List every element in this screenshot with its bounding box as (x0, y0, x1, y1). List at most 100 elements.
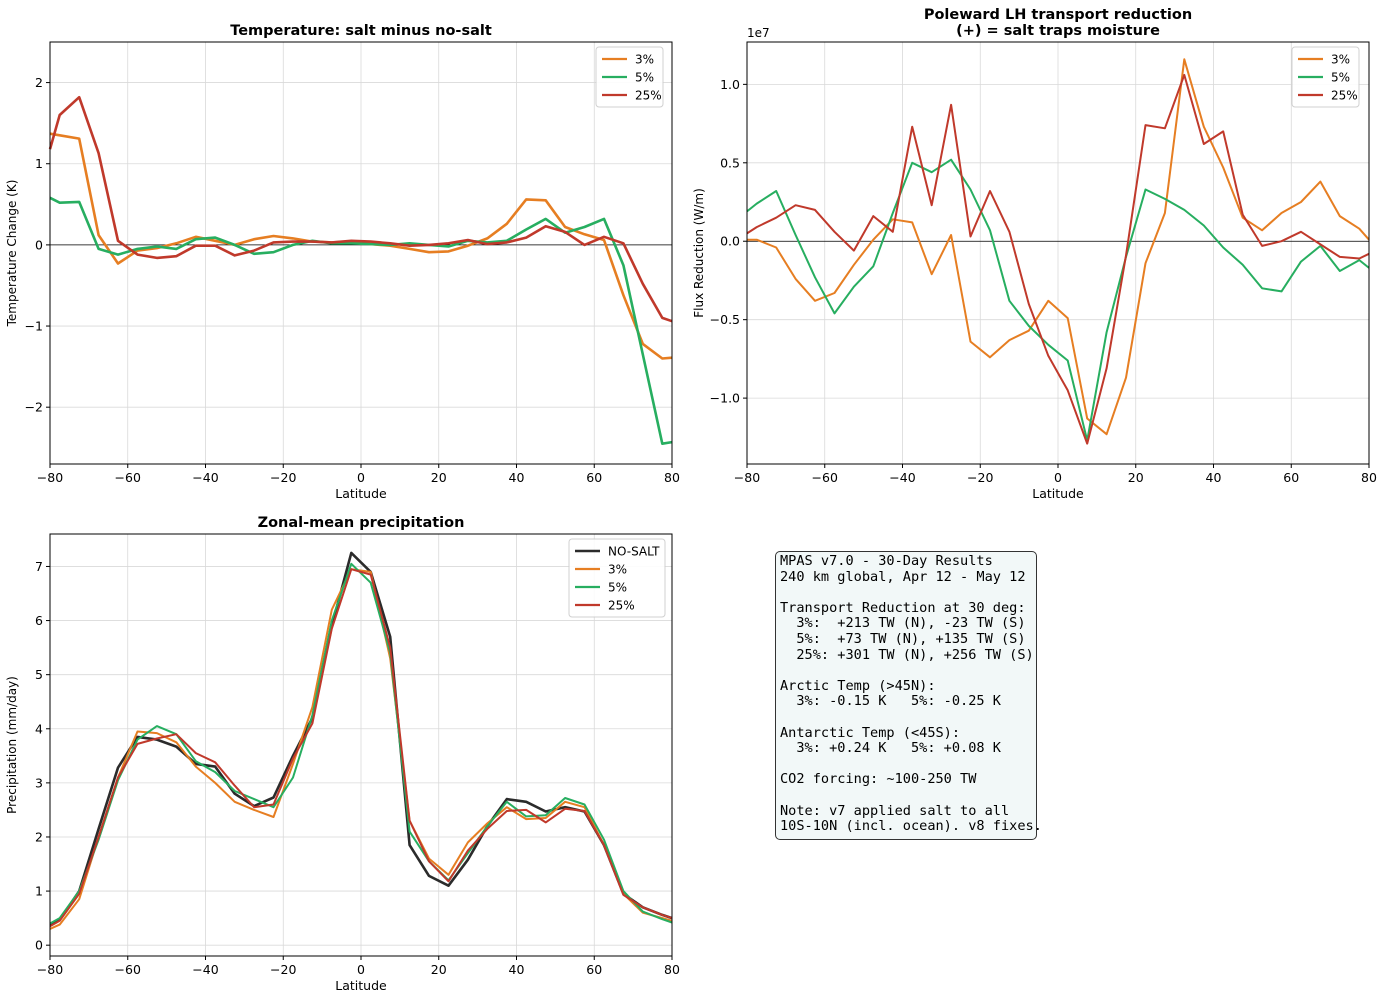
x-axis-label: Latitude (1032, 486, 1084, 501)
x-tick-label: 0 (1054, 470, 1062, 485)
x-tick-label: 0 (357, 962, 365, 977)
series-line-25pct (48, 95, 673, 323)
x-tick-label: −20 (270, 470, 296, 485)
x-tick-label: 60 (586, 962, 602, 977)
x-tick-label: 80 (664, 470, 680, 485)
legend-label: 3% (608, 563, 627, 577)
info-box: MPAS v7.0 - 30-Day Results 240 km global,… (775, 551, 1042, 840)
y-tick-label: 0 (35, 237, 43, 252)
x-tick-label: 40 (1206, 470, 1222, 485)
info-line: CO2 forcing: ~100-250 TW (780, 771, 977, 788)
x-tick-label: 60 (586, 470, 602, 485)
y-axis-label: Flux Reduction (W/m) (692, 188, 706, 318)
x-tick-label: −80 (734, 470, 760, 485)
info-line: Arctic Temp (>45N): (780, 677, 936, 694)
series-line-25pct (49, 568, 673, 928)
x-tick-label: 40 (509, 962, 525, 977)
info-line (780, 663, 1036, 679)
info-line (780, 757, 1036, 773)
legend-box (568, 538, 666, 618)
chart-title: Temperature: salt minus no-salt (230, 23, 492, 39)
legend-label: 25% (1331, 89, 1358, 103)
y-tick-label: −0.5 (710, 312, 740, 327)
info-line: Note: v7 applied salt to all (780, 802, 1010, 819)
x-tick-label: −60 (115, 470, 141, 485)
info-line: 3%: -0.15 K 5%: -0.25 K (780, 693, 1001, 710)
y-tick-label: 0.5 (720, 155, 740, 170)
x-tick-label: 20 (431, 962, 447, 977)
legend: 3% 5% 25% (595, 46, 664, 108)
y-tick-label: 0.0 (720, 234, 740, 249)
y-tick-label: 2 (35, 75, 43, 90)
info-line: 25%: +301 TW (N), +256 TW (S) (780, 646, 1034, 663)
info-line: Antarctic Temp (<45S): (780, 724, 961, 741)
chart-panel-1: −80 −60 −40 −20 0 20 40 60 80 −2 −1 0 1 2 Latitude Temp… (5, 23, 680, 501)
x-tick-label: 80 (1361, 470, 1377, 485)
y-axis-label: Precipitation (mm/day) (5, 676, 19, 814)
info-line (780, 585, 1036, 601)
info-line: Transport Reduction at 30 deg: (780, 599, 1026, 616)
x-tick-label: 60 (1283, 470, 1299, 485)
y-tick-label: 1.0 (720, 77, 740, 92)
legend-label: NO-SALT (608, 545, 660, 559)
legend-label: 5% (635, 71, 654, 85)
info-line (780, 788, 1036, 804)
x-tick-label: 40 (509, 470, 525, 485)
legend-label: 25% (635, 89, 662, 103)
series-line-3pct (747, 58, 1370, 436)
x-axis-label: Latitude (335, 486, 387, 501)
legend-box (595, 46, 664, 108)
x-axis-label: Latitude (335, 978, 387, 993)
x-tick-label: −80 (37, 470, 63, 485)
x-tick-label: 0 (357, 470, 365, 485)
y-tick-label: −1 (25, 319, 43, 334)
legend-label: 3% (1331, 53, 1350, 67)
chart-panel-2: −80 −60 −40 −20 0 20 40 60 80 −1.0 −0.5 0.0 0.5 1.0 1e… (692, 7, 1377, 501)
info-line: 3%: +0.24 K 5%: +0.08 K (780, 740, 1001, 757)
y-tick-label: 0 (35, 938, 43, 953)
x-tick-label: 20 (431, 470, 447, 485)
chart-title: Zonal-mean precipitation (258, 515, 465, 531)
y-tick-label: 5 (35, 667, 43, 682)
series-line-5pct (746, 158, 1370, 442)
info-line: 5%: +73 TW (N), +135 TW (S) (780, 630, 1026, 647)
info-line: MPAS v7.0 - 30-Day Results (780, 553, 993, 569)
legend: 3% 5% 25% (1291, 46, 1360, 108)
info-line (780, 710, 1036, 726)
y-tick-label: 2 (35, 829, 43, 844)
x-tick-label: −40 (192, 470, 218, 485)
y-tick-label: 7 (35, 559, 43, 574)
info-line: 10S-10N (incl. ocean). v8 fixes. (780, 818, 1042, 835)
x-tick-label: −20 (967, 470, 993, 485)
info-line: 240 km global, Apr 12 - May 12 (780, 568, 1026, 585)
y-tick-label: 1 (35, 884, 43, 899)
chart-subtitle: (+) = salt traps moisture (956, 23, 1160, 39)
grid (49, 42, 673, 464)
legend-label: 5% (1331, 71, 1350, 85)
x-tick-label: −20 (270, 962, 296, 977)
y-tick-label: 4 (35, 721, 43, 736)
chart-title: Poleward LH transport reduction (924, 7, 1192, 23)
x-tick-label: −60 (115, 962, 141, 977)
series-line-25pct (746, 73, 1370, 445)
info-line: 3%: +213 TW (N), -23 TW (S) (780, 615, 1026, 632)
x-tick-label: −40 (192, 962, 218, 977)
legend-label: 5% (608, 581, 627, 595)
legend-label: 3% (635, 53, 654, 67)
chart-panel-3: −80 −60 −40 −20 0 20 40 60 80 0 1 2 3 4 5 6 7 Latitude Pre… (5, 515, 680, 993)
x-tick-label: −80 (37, 962, 63, 977)
y-tick-label: 1 (35, 156, 43, 171)
y-tick-label: −1.0 (710, 391, 740, 406)
x-tick-label: −40 (889, 470, 915, 485)
x-tick-label: −60 (812, 470, 838, 485)
y-tick-label: 3 (35, 775, 43, 790)
legend-label: 25% (608, 599, 635, 613)
x-tick-label: 80 (664, 962, 680, 977)
x-tick-label: 20 (1128, 470, 1144, 485)
y-tick-label: 6 (35, 613, 43, 628)
series-line-5pct (49, 562, 673, 925)
legend-box (1291, 46, 1360, 108)
y-offset-label: 1e7 (747, 26, 770, 40)
grid (746, 42, 1370, 464)
